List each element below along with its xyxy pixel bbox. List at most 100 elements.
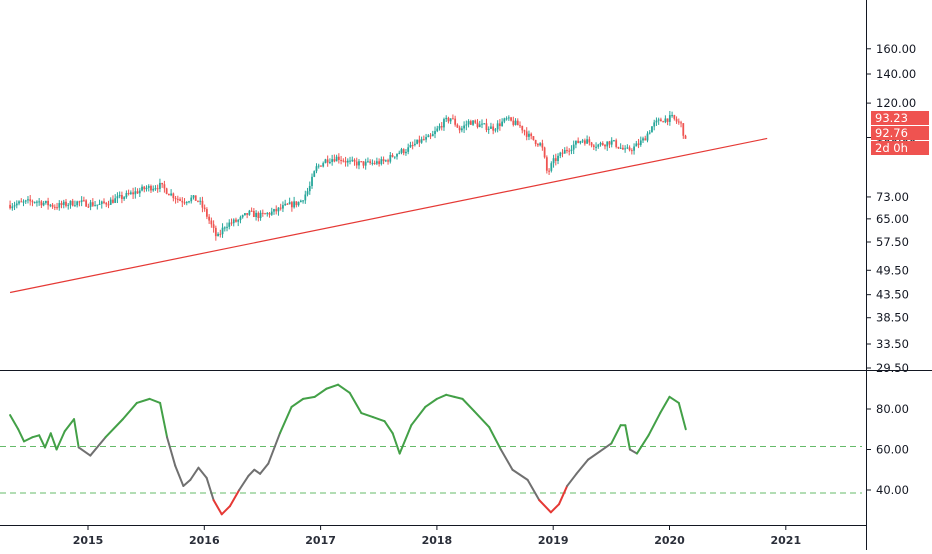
candle: [275, 205, 278, 215]
candle: [237, 218, 240, 227]
candle: [443, 117, 445, 131]
candle: [179, 197, 181, 202]
candle: [550, 161, 553, 173]
candle: [476, 119, 479, 129]
oscillator-segment: [391, 432, 401, 455]
candle: [456, 123, 459, 128]
candle: [588, 136, 591, 146]
candles-layer: [9, 110, 687, 241]
candle: [331, 154, 334, 166]
oscillator-segment: [337, 383, 351, 394]
candle: [371, 159, 374, 166]
candle: [208, 214, 211, 224]
oscillator-segment: [220, 505, 231, 516]
candle: [416, 139, 419, 145]
candle: [402, 148, 405, 156]
oscillator-segment: [635, 434, 650, 455]
oscillator-tick-label: 40.00: [876, 483, 909, 497]
candle: [335, 154, 338, 162]
candle: [637, 138, 640, 149]
candle: [212, 220, 215, 233]
candle: [398, 150, 401, 155]
candle: [248, 209, 251, 216]
candle: [141, 184, 143, 192]
candle: [633, 143, 635, 155]
candle: [199, 197, 202, 205]
candle: [118, 191, 121, 199]
candle: [427, 134, 430, 138]
candle: [367, 157, 369, 163]
candle: [299, 199, 302, 203]
candle: [190, 194, 193, 204]
candle: [615, 138, 618, 149]
candle: [566, 146, 568, 154]
oscillator-segment: [383, 420, 394, 435]
candle: [619, 143, 622, 149]
oscillator-segment: [302, 395, 316, 400]
bar-countdown-tag: 2d 0h: [871, 141, 929, 155]
oscillator-segment: [259, 462, 270, 475]
candle: [557, 153, 559, 165]
candle: [170, 189, 173, 197]
oscillator-segment: [159, 401, 169, 439]
candle: [635, 140, 638, 147]
candle: [516, 118, 519, 126]
candle: [651, 125, 653, 133]
candle: [521, 125, 524, 134]
candle: [74, 200, 76, 207]
price-tick-label: 38.50: [876, 311, 909, 325]
support-trendline[interactable]: [9, 137, 768, 294]
candle: [492, 123, 495, 135]
candle: [577, 137, 580, 144]
candle: [228, 219, 231, 230]
price-tick-label: 29.50: [876, 361, 909, 375]
oscillator-segment: [424, 397, 438, 408]
candle: [360, 161, 363, 163]
candle: [621, 144, 624, 150]
candle: [548, 168, 550, 176]
candle: [270, 207, 273, 216]
candle: [62, 199, 65, 209]
candle: [563, 147, 566, 154]
candle: [205, 207, 208, 220]
oscillator-segment: [77, 446, 92, 457]
time-tick-label: 2018: [422, 534, 453, 547]
candle: [613, 139, 615, 142]
oscillator-segment: [410, 405, 427, 427]
candle: [241, 214, 244, 219]
oscillator-segment: [148, 397, 162, 404]
candle: [452, 114, 454, 120]
candle: [214, 225, 217, 241]
candle: [657, 117, 660, 125]
oscillator-segment: [325, 383, 340, 390]
candle: [91, 198, 94, 207]
price-tick-label: 140.00: [876, 67, 916, 81]
candle: [302, 199, 304, 204]
candle: [541, 139, 544, 151]
candle: [684, 134, 687, 139]
candle: [266, 211, 269, 217]
candle: [259, 210, 262, 221]
candle: [136, 188, 139, 194]
candle: [80, 196, 83, 207]
candle: [65, 198, 67, 208]
candle: [575, 140, 577, 149]
oscillator-segment: [538, 499, 552, 514]
candle: [617, 146, 620, 149]
candle: [485, 118, 488, 133]
oscillator-segment: [677, 401, 687, 431]
candle: [185, 201, 188, 206]
candle: [537, 142, 539, 148]
oscillator-segment: [212, 499, 223, 516]
candle: [494, 127, 497, 133]
oscillator-segment: [205, 476, 215, 502]
candle: [642, 136, 644, 143]
candle: [197, 200, 199, 203]
oscillator-segment: [499, 448, 514, 471]
oscillator-segment: [89, 436, 107, 457]
candle: [109, 197, 112, 205]
candle: [375, 157, 378, 166]
candle: [525, 127, 528, 141]
